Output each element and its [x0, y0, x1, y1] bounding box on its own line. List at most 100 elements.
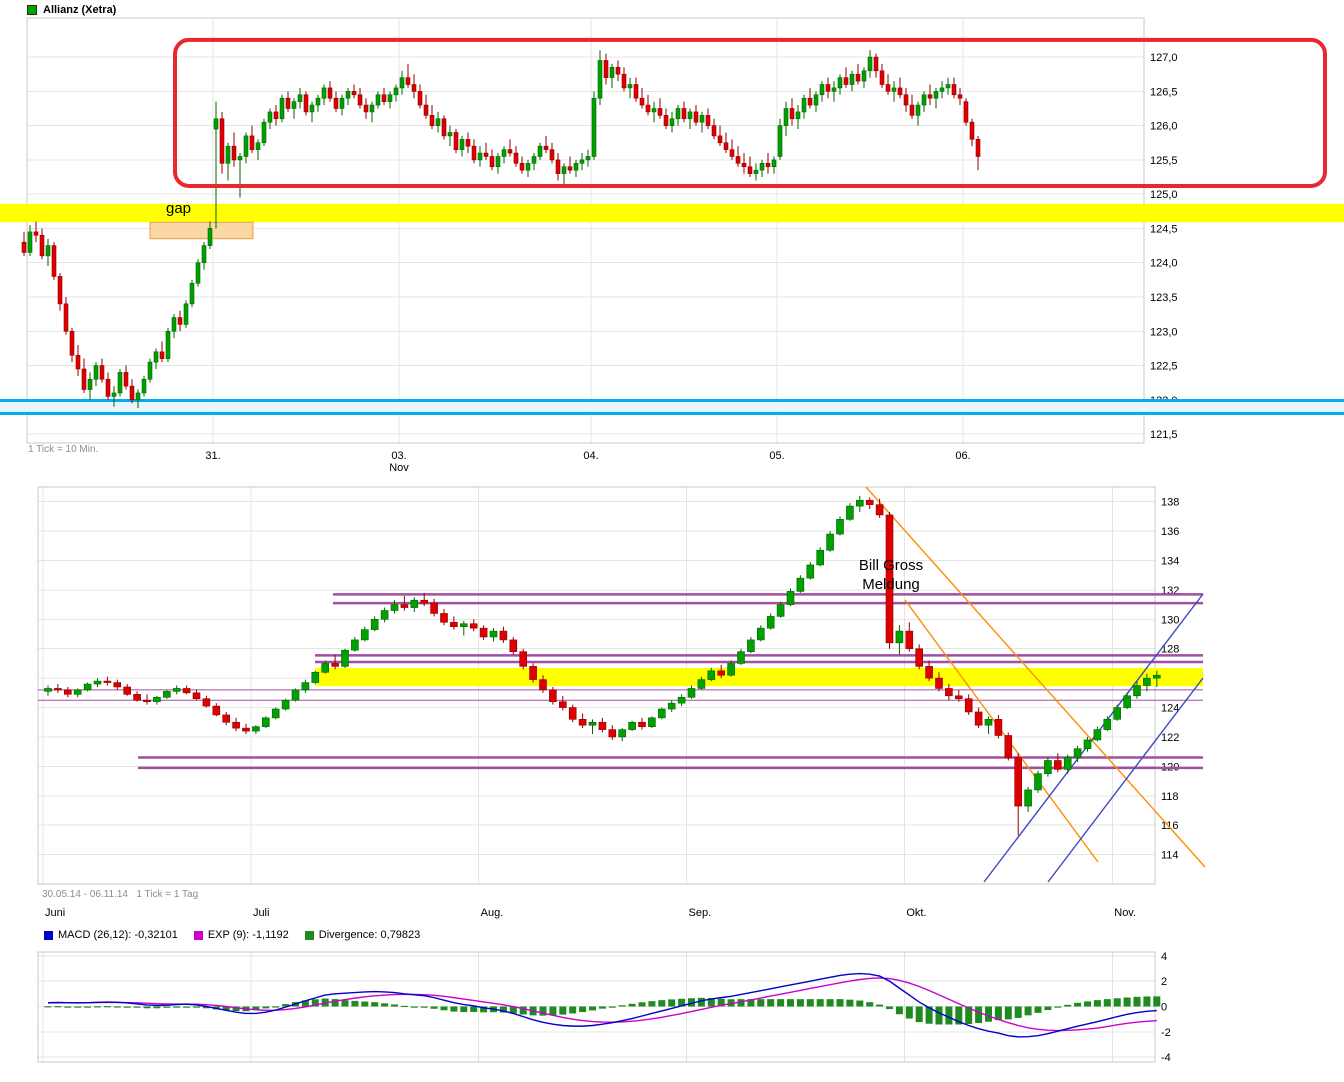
divergence-bar	[608, 1006, 616, 1008]
candle-body	[489, 630, 498, 638]
candle-body	[669, 118, 675, 126]
divergence-bar	[628, 1003, 636, 1007]
divergence-bar	[1153, 996, 1161, 1007]
candle-body	[969, 121, 975, 140]
target-band	[315, 667, 1203, 687]
candle-body	[727, 663, 735, 676]
candle-body	[27, 231, 33, 253]
divergence-bar	[202, 1006, 210, 1009]
candle-body	[723, 142, 729, 150]
x-tick-label: Aug.	[481, 907, 504, 919]
candle-body	[189, 282, 195, 305]
divergence-bar	[717, 998, 725, 1007]
candle-body	[753, 169, 759, 174]
y-tick-label: -4	[1161, 1052, 1171, 1064]
candle-body	[495, 156, 501, 168]
candle-body	[242, 727, 250, 732]
divergence-bar	[737, 999, 745, 1007]
candle-body	[57, 276, 63, 305]
divergence-bar	[480, 1006, 488, 1013]
news-annotation-line-2: Meldung	[862, 576, 920, 593]
candle-body	[843, 77, 849, 85]
candle-body	[44, 688, 52, 692]
y-tick-label: 123,0	[1150, 326, 1178, 338]
candle-body	[440, 613, 448, 623]
y-tick-label: 118	[1161, 791, 1179, 803]
candle-body	[801, 97, 807, 113]
candle-body	[279, 97, 285, 120]
candle-body	[177, 317, 183, 325]
candle-body	[567, 166, 573, 171]
candle-body	[543, 145, 549, 150]
divergence-bar	[678, 998, 686, 1007]
divergence-bar	[895, 1006, 903, 1015]
candle-body	[237, 156, 243, 161]
candle-body	[539, 679, 547, 691]
candle-body	[915, 104, 921, 116]
candle-body	[147, 361, 153, 380]
candle-body	[568, 707, 577, 720]
divergence-bar	[965, 1006, 973, 1024]
divergence-bar	[94, 1006, 101, 1008]
candle-body	[1113, 707, 1121, 720]
macd-panel: 4 2 0 -2 -4	[37, 951, 1171, 1064]
candle-body	[331, 663, 339, 667]
macd-line	[47, 972, 1157, 1038]
divergence-bar	[391, 1004, 398, 1007]
candle-body	[667, 702, 676, 710]
candle-body	[281, 699, 290, 710]
candle-body	[648, 717, 656, 727]
divergence-bar	[688, 998, 695, 1007]
candle-body	[1093, 729, 1102, 741]
candle-body	[846, 505, 854, 520]
candle-body	[399, 77, 405, 89]
candle-body	[195, 262, 201, 284]
x-tick-label: 05.	[769, 450, 784, 462]
divergence-bar	[707, 998, 715, 1007]
divergence-bar	[549, 1006, 557, 1016]
candle-body	[747, 166, 753, 174]
candle-body	[615, 67, 621, 75]
candle-body	[891, 87, 897, 92]
divergence-bar	[985, 1006, 992, 1022]
divergence-swatch-icon	[304, 930, 314, 940]
divergence-bar	[569, 1006, 577, 1014]
candle-body	[789, 108, 795, 120]
instrument-name: Allianz (Xetra)	[43, 4, 117, 16]
divergence-bar	[252, 1006, 260, 1011]
x-tick-label: Juli	[253, 907, 270, 919]
orange-trendline	[865, 486, 1206, 868]
candle-body	[573, 163, 579, 171]
divergence-bar	[866, 1002, 874, 1007]
candle-body	[849, 73, 855, 85]
divergence-bar	[153, 1006, 161, 1009]
candle-body	[837, 77, 843, 89]
candle-body	[693, 111, 699, 123]
candle-body	[400, 604, 409, 608]
candle-body	[45, 245, 51, 257]
candle-body	[766, 616, 775, 629]
gap-band	[0, 203, 1344, 223]
candle-body	[945, 84, 951, 89]
divergence-bar	[381, 1003, 389, 1007]
divergence-bar	[697, 997, 705, 1007]
candle-body	[321, 87, 327, 99]
divergence-bar	[856, 1000, 864, 1007]
candle-body	[369, 104, 375, 113]
plot-frame	[37, 951, 1156, 1063]
y-tick-label: 125,0	[1150, 189, 1178, 201]
exp-value-label: EXP (9): -1,1192	[207, 929, 289, 941]
divergence-bar	[668, 999, 676, 1007]
divergence-bar	[460, 1006, 468, 1013]
divergence-bar	[955, 1006, 963, 1025]
candle-body	[141, 378, 147, 394]
candle-body	[172, 688, 181, 692]
candle-body	[645, 104, 651, 113]
divergence-bar	[232, 1006, 240, 1012]
candle-body	[33, 231, 39, 236]
candle-body	[1133, 685, 1141, 697]
candle-body	[411, 84, 417, 92]
divergence-legend-item: Divergence: 0,79823	[304, 929, 420, 941]
divergence-bar	[787, 999, 794, 1007]
candle-body	[252, 726, 260, 732]
